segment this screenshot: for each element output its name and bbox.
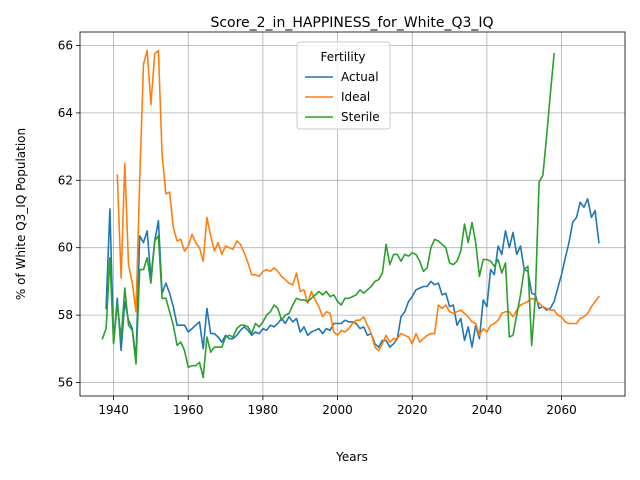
chart-title: Score_2_in_HAPPINESS_for_White_Q3_IQ <box>210 15 493 31</box>
plot-lines <box>101 49 601 379</box>
y-tick-label: 62 <box>58 173 73 187</box>
plot-frame <box>79 31 626 397</box>
x-tick-label: 2060 <box>546 403 577 417</box>
y-tick-label: 56 <box>58 376 73 390</box>
series-line-actual <box>105 198 600 360</box>
y-axis-title: % of White Q3_IQ Population <box>14 128 28 300</box>
y-tick-label: 60 <box>58 241 73 255</box>
y-tick-label: 66 <box>58 38 73 52</box>
legend-label-actual: Actual <box>341 70 379 84</box>
x-axis-title: Years <box>335 450 368 464</box>
x-tick-label: 2040 <box>472 403 503 417</box>
series-line-sterile <box>101 53 555 379</box>
x-tick-label: 1980 <box>248 403 279 417</box>
legend-label-ideal: Ideal <box>341 90 370 104</box>
legend: Fertility Actual Ideal Sterile <box>296 41 391 130</box>
axis-ticks: 1940 1960 1980 2000 2020 2040 2060 56 58 60 62 64 66 <box>58 38 577 417</box>
x-tick-label: 2020 <box>397 403 428 417</box>
x-tick-label: 1940 <box>98 403 129 417</box>
legend-label-sterile: Sterile <box>341 110 380 124</box>
legend-box <box>296 41 391 130</box>
y-tick-label: 58 <box>58 308 73 322</box>
legend-title: Fertility <box>320 50 365 64</box>
x-tick-label: 2000 <box>322 403 353 417</box>
y-tick-label: 64 <box>58 106 73 120</box>
x-tick-label: 1960 <box>173 403 204 417</box>
